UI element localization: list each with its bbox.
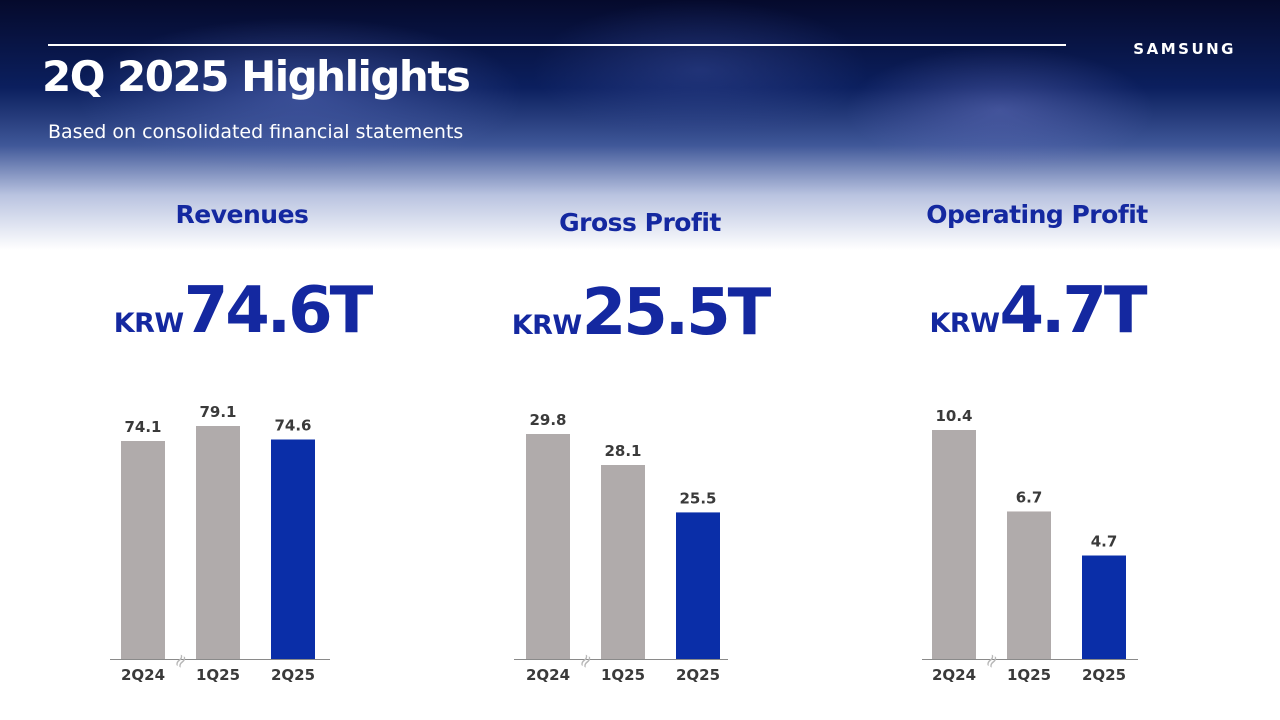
data-label-1q25: 6.7 — [1016, 488, 1043, 506]
data-label-2q25: 74.6 — [274, 417, 311, 435]
x-tick-2q25: 2Q25 — [676, 666, 720, 684]
axis-break-icon: ≈ — [573, 649, 599, 673]
kpi-number: 4.7T — [999, 274, 1147, 348]
top-divider — [48, 44, 1066, 46]
kpi-unit: KRW — [929, 308, 1000, 339]
bar-2q24 — [121, 441, 165, 659]
kpi-value: KRW4.7T — [837, 274, 1237, 348]
x-tick-1q25: 1Q25 — [601, 666, 645, 684]
data-label-2q24: 10.4 — [935, 407, 972, 425]
axis-break-icon: ≈ — [168, 649, 194, 673]
x-tick-2q24: 2Q24 — [121, 666, 165, 684]
kpi-value: KRW74.6T — [42, 274, 442, 348]
data-label-2q24: 74.1 — [124, 418, 161, 436]
bar-2q25 — [271, 439, 315, 659]
kpi-gross-profit: Gross Profit KRW25.5T — [440, 208, 840, 350]
data-label-1q25: 28.1 — [604, 442, 641, 460]
chart-revenues: 74.1 2Q24 79.1 1Q25 74.6 2Q25 ≈ — [110, 403, 330, 684]
x-tick-2q25: 2Q25 — [1082, 666, 1126, 684]
samsung-logo: SAMSUNG — [1133, 40, 1236, 58]
data-label-2q24: 29.8 — [529, 411, 566, 429]
bar-2q25 — [676, 512, 720, 659]
hero-banner — [0, 0, 1280, 250]
data-label-1q25: 79.1 — [199, 403, 236, 421]
chart-operating-profit: 10.4 2Q24 6.7 1Q25 4.7 2Q25 ≈ — [922, 407, 1138, 684]
kpi-operating-profit: Operating Profit KRW4.7T — [837, 200, 1237, 348]
kpi-label: Revenues — [175, 200, 309, 229]
axis-break-icon: ≈ — [979, 649, 1005, 673]
kpi-number: 25.5T — [581, 276, 772, 350]
kpi-label: Operating Profit — [926, 200, 1148, 229]
chart-gross-profit: 29.8 2Q24 28.1 1Q25 25.5 2Q25 ≈ — [514, 411, 728, 684]
kpi-unit: KRW — [113, 308, 185, 339]
x-tick-1q25: 1Q25 — [1007, 666, 1051, 684]
kpi-unit: KRW — [511, 310, 583, 341]
kpi-label: Gross Profit — [559, 208, 721, 237]
kpi-number: 74.6T — [183, 274, 374, 348]
bar-1q25 — [601, 465, 645, 659]
page-title: 2Q 2025 Highlights — [42, 52, 471, 101]
x-tick-2q24: 2Q24 — [526, 666, 570, 684]
bar-1q25 — [196, 426, 240, 659]
bar-2q24 — [526, 434, 570, 659]
bar-2q24 — [932, 430, 976, 659]
x-tick-2q24: 2Q24 — [932, 666, 976, 684]
x-tick-2q25: 2Q25 — [271, 666, 315, 684]
kpi-revenues: Revenues KRW74.6T — [42, 200, 442, 348]
bar-2q25 — [1082, 555, 1126, 659]
page-subtitle: Based on consolidated financial statemen… — [48, 121, 464, 143]
bar-1q25 — [1007, 511, 1051, 659]
data-label-2q25: 4.7 — [1091, 533, 1118, 551]
data-label-2q25: 25.5 — [679, 489, 716, 507]
kpi-value: KRW25.5T — [440, 276, 840, 350]
x-tick-1q25: 1Q25 — [196, 666, 240, 684]
